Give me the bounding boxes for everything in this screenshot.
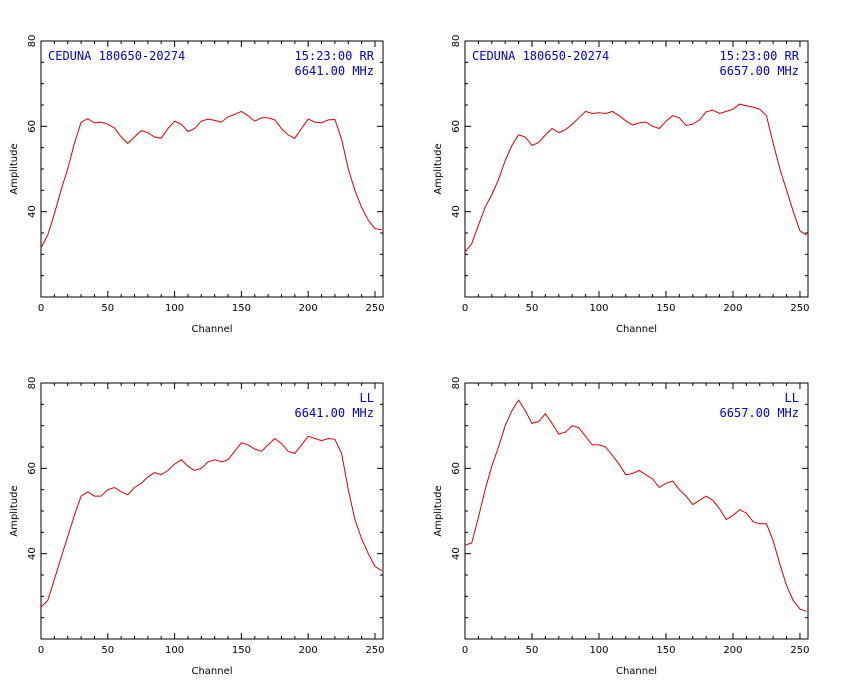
frequency-label: 6657.00 MHz [720,406,799,420]
plot-frame [464,40,809,298]
frequency-label: 6657.00 MHz [720,64,799,78]
plot-frame [40,40,384,298]
x-tick-label: 0 [462,303,468,314]
x-tick-label: 200 [299,645,318,656]
y-axis-label: Amplitude [433,143,444,194]
x-tick-label: 50 [526,303,539,314]
panel-2: 0 50 100 150 200 250 40 60 80 Channel Amplitude CED… [433,35,810,335]
x-axis-label: Channel [191,666,232,677]
amplitude-trace [464,399,807,612]
time-polarization-label: 15:23:00 RR [295,49,375,63]
y-axis-label: Amplitude [9,143,20,194]
x-tick-label: 0 [462,645,468,656]
x-axis-label: Channel [616,666,657,677]
y-tick-label: 60 [451,120,462,133]
x-tick-label: 150 [656,303,675,314]
time-polarization-label: LL [360,391,374,405]
frequency-label: 6641.00 MHz [295,64,374,78]
x-axis-label: Channel [616,324,657,335]
y-tick-label: 80 [27,377,38,390]
x-tick-label: 100 [589,303,608,314]
x-tick-label: 50 [101,303,114,314]
y-tick-label: 80 [451,35,462,48]
y-tick-label: 60 [27,120,38,133]
x-tick-label: 150 [232,303,251,314]
x-tick-label: 100 [165,645,184,656]
y-tick-label: 40 [27,205,38,218]
x-tick-label: 200 [723,303,742,314]
source-label: CEDUNA 180650-20274 [472,49,609,63]
plot-frame [464,382,809,640]
y-axis-label: Amplitude [433,485,444,536]
x-tick-label: 100 [589,645,608,656]
plot-frame [40,382,384,640]
x-tick-label: 0 [38,303,44,314]
y-tick-label: 80 [451,377,462,390]
x-tick-label: 200 [299,303,318,314]
y-tick-label: 40 [451,547,462,560]
frequency-label: 6641.00 MHz [295,406,374,420]
y-tick-label: 40 [27,547,38,560]
time-polarization-label: LL [785,391,799,405]
y-tick-label: 60 [27,462,38,475]
x-tick-label: 250 [790,645,809,656]
x-tick-label: 150 [656,645,675,656]
amplitude-trace [40,435,382,608]
x-tick-label: 150 [232,645,251,656]
x-tick-label: 250 [365,303,384,314]
y-tick-label: 80 [27,35,38,48]
x-tick-label: 100 [165,303,184,314]
y-axis-label: Amplitude [9,485,20,536]
x-tick-label: 0 [38,645,44,656]
source-label: CEDUNA 180650-20274 [48,49,185,63]
x-tick-label: 250 [365,645,384,656]
time-polarization-label: 15:23:00 RR [720,49,800,63]
panel-1: 0 50 100 150 200 250 40 60 80 Channel Amplitude CED… [9,35,385,335]
x-tick-label: 250 [790,303,809,314]
x-axis-label: Channel [191,324,232,335]
y-tick-label: 40 [451,205,462,218]
x-tick-label: 50 [101,645,114,656]
y-tick-label: 60 [451,462,462,475]
x-tick-label: 50 [526,645,539,656]
panel-4: 0 50 100 150 200 250 40 60 80 Channel Amplitude LL6… [433,377,810,677]
amplitude-trace [40,110,382,249]
amplitude-trace [464,103,807,253]
panel-3: 0 50 100 150 200 250 40 60 80 Channel Amplitude LL6… [9,377,385,677]
x-tick-label: 200 [723,645,742,656]
